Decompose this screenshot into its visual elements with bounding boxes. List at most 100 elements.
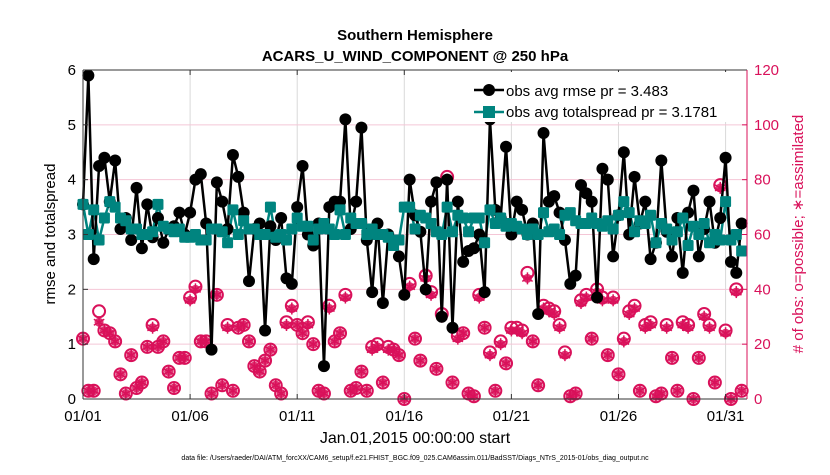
obs-assimilated-point	[612, 368, 625, 381]
y-axis-label: rmse and totalspread	[42, 164, 59, 305]
obs-assimilated-point	[554, 321, 566, 334]
asterisk-stroke	[98, 326, 110, 335]
rmse-point	[730, 266, 743, 279]
y-tick-label: 5	[68, 117, 76, 134]
legend-label-spread: obs avg totalspread pr = 3.1781	[506, 104, 717, 121]
rmse-point	[350, 195, 363, 208]
obs-assimilated-point	[661, 321, 673, 334]
obs-assimilated-point	[703, 321, 716, 334]
spread-point	[457, 212, 469, 224]
obs-assimilated-point	[628, 302, 641, 315]
asterisk-stroke	[104, 329, 116, 337]
obs-assimilated-point	[216, 379, 228, 392]
obs-assimilated-point	[254, 365, 266, 378]
obs-assimilated-point	[580, 291, 592, 304]
spread-point	[280, 234, 292, 246]
asterisk-stroke	[661, 324, 673, 332]
asterisk-stroke	[580, 293, 592, 302]
asterisk-stroke	[612, 370, 625, 378]
spread-point	[232, 229, 244, 240]
spread-point	[682, 239, 694, 251]
asterisk-stroke	[109, 337, 121, 346]
rmse-point	[714, 212, 727, 225]
rmse-point	[82, 69, 95, 82]
asterisk-stroke	[184, 296, 196, 304]
obs-assimilated-point	[409, 332, 421, 345]
obs-assimilated-point	[634, 384, 646, 397]
rmse-point	[435, 310, 448, 323]
asterisk-stroke	[511, 326, 523, 335]
asterisk-stroke	[339, 293, 351, 302]
obs-assimilated-point	[179, 351, 191, 364]
spread-point	[698, 218, 710, 230]
asterisk-stroke	[302, 321, 314, 329]
asterisk-stroke	[329, 337, 341, 346]
obs-assimilated-point	[114, 368, 127, 381]
obs-assimilated-point	[559, 349, 571, 362]
y2-tick-label: 40	[754, 281, 771, 298]
asterisk-stroke	[120, 389, 132, 398]
spread-point	[393, 234, 405, 246]
rmse-point	[425, 195, 438, 208]
spread-point	[736, 245, 748, 257]
chart-subtitle: ACARS_U_WIND_COMPONENT @ 250 hPa	[262, 48, 569, 65]
asterisk-stroke	[147, 324, 159, 332]
obs-assimilated-point	[666, 351, 678, 364]
rmse-point	[216, 195, 229, 208]
asterisk-stroke	[200, 337, 212, 346]
obs-assimilated-point	[243, 335, 255, 348]
rmse-point	[585, 195, 598, 208]
x-tick-label: 01/26	[600, 408, 638, 425]
asterisk-stroke	[404, 282, 416, 291]
obs-assimilated-point	[484, 349, 496, 362]
asterisk-stroke	[163, 367, 175, 376]
asterisk-stroke	[259, 356, 271, 365]
rmse-point	[296, 159, 309, 172]
rmse-point	[392, 250, 405, 263]
spread-point	[629, 226, 641, 238]
obs-assimilated-point	[291, 318, 303, 331]
asterisk-stroke	[141, 343, 153, 351]
rmse-point	[569, 269, 582, 282]
asterisk-stroke	[248, 362, 260, 370]
rmse-point	[639, 195, 652, 208]
spread-point	[441, 201, 453, 213]
spread-point	[404, 201, 416, 213]
rmse-point	[441, 173, 454, 186]
rmse-point	[500, 140, 513, 153]
rmse-point	[430, 176, 443, 189]
obs-assimilated-point	[489, 384, 501, 397]
marks	[76, 69, 749, 406]
asterisk-stroke	[655, 389, 667, 398]
obs-assimilated-point	[671, 384, 683, 397]
obs-assimilated-point	[125, 349, 137, 362]
obs-assimilated-point	[88, 384, 100, 397]
asterisk-stroke	[479, 324, 491, 332]
asterisk-stroke	[157, 337, 169, 346]
rmse-point	[87, 253, 100, 266]
x-axis-label: Jan.01,2015 00:00:00 start	[320, 430, 511, 447]
rmse-point	[125, 233, 138, 246]
asterisk-stroke	[280, 321, 293, 329]
rmse-point	[366, 286, 379, 299]
y2-tick-label: 0	[754, 391, 762, 408]
asterisk-stroke	[682, 324, 694, 332]
rmse-point	[724, 255, 737, 268]
rmse-point	[157, 236, 170, 249]
asterisk-stroke	[227, 387, 239, 395]
rmse-point	[291, 201, 304, 214]
asterisk-stroke	[238, 321, 250, 329]
obs-assimilated-point	[607, 294, 619, 307]
asterisk-stroke	[634, 387, 646, 395]
asterisk-stroke	[243, 337, 255, 346]
asterisk-stroke	[468, 392, 480, 400]
rmse-point	[205, 343, 218, 356]
spread-point	[152, 198, 164, 210]
x-tick-label: 01/31	[707, 408, 745, 425]
asterisk-stroke	[313, 387, 325, 395]
obs-assimilated-point	[730, 286, 742, 299]
asterisk-stroke	[484, 351, 496, 359]
spread-point	[339, 229, 351, 240]
spread-point	[98, 212, 110, 224]
asterisk-stroke	[666, 354, 678, 362]
